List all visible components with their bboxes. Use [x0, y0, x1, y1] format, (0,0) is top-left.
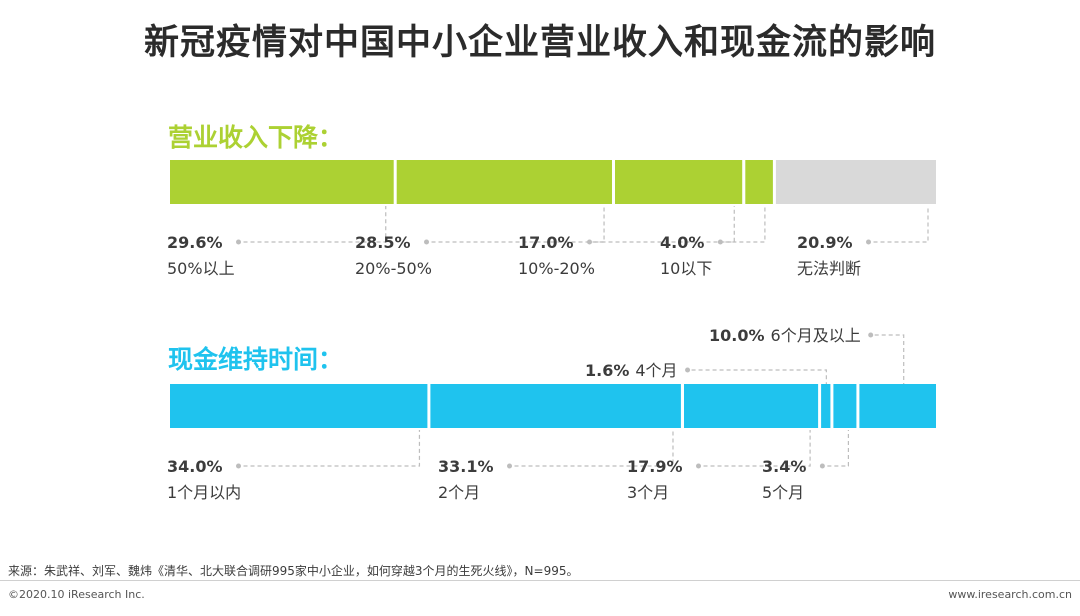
- bar-segment-2-5: [833, 384, 857, 428]
- leader-dot-2-5: [819, 463, 825, 469]
- website-text: www.iresearch.com.cn: [948, 588, 1072, 601]
- leader-dot-1-5: [866, 239, 872, 245]
- source-note: 来源：朱武祥、刘军、魏炜《清华、北大联合调研995家中小企业，如何穿越3个月的生…: [8, 564, 579, 578]
- value-label-2-2: 33.1%: [438, 457, 494, 476]
- category-label-1-4: 10以下: [660, 259, 712, 278]
- category-label-1-5: 无法判断: [797, 259, 861, 278]
- leader-dot-2-4: [685, 367, 691, 373]
- category-label-1-3: 10%-20%: [518, 259, 595, 278]
- bar-segment-2-1: [170, 384, 428, 428]
- category-label-2-5: 5个月: [762, 483, 804, 502]
- category-label-2-3: 3个月: [627, 483, 669, 502]
- footer-divider: [0, 580, 1080, 581]
- bar-segment-2-4: [821, 384, 831, 428]
- section-title-1: 营业收入下降：: [168, 123, 343, 152]
- bar-segment-2-6: [859, 384, 936, 428]
- leader-dot-2-2: [507, 463, 513, 469]
- leader-line-1-5: [873, 206, 929, 243]
- value-label-1-3: 17.0%: [518, 233, 574, 252]
- value-label-1-2: 28.5%: [355, 233, 411, 252]
- leader-dot-1-1: [236, 239, 242, 245]
- leader-dot-2-3: [696, 463, 702, 469]
- section-title-2: 现金维持时间：: [168, 345, 343, 374]
- value-label-2-3: 17.9%: [627, 457, 683, 476]
- category-label-1-1: 50%以上: [167, 259, 235, 278]
- leader-line-2-5: [827, 430, 849, 467]
- category-label-2-6: 6个月及以上: [771, 326, 861, 345]
- value-label-2-6: 10.0%: [709, 326, 765, 345]
- leader-dot-2-1: [236, 463, 242, 469]
- stacked-bar-chart: 营业收入下降： 29.6% 50%以上 28.5% 20%-50% 17.0% 10%-20…: [167, 123, 936, 502]
- leader-line-2-2: [514, 430, 674, 467]
- bar-segment-1-2: [396, 160, 612, 204]
- value-label-1-5: 20.9%: [797, 233, 853, 252]
- leader-line-1-2: [431, 206, 605, 243]
- value-label-2-1: 34.0%: [167, 457, 223, 476]
- category-label-2-1: 1个月以内: [167, 483, 241, 502]
- category-label-2-4: 4个月: [635, 361, 677, 380]
- leader-line-2-1: [243, 430, 421, 467]
- leader-dot-1-2: [424, 239, 430, 245]
- leader-line-2-6: [874, 334, 905, 384]
- bar-segment-1-3: [615, 160, 743, 204]
- leader-dot-1-3: [587, 239, 593, 245]
- value-label-1-4: 4.0%: [660, 233, 704, 252]
- leader-line-1-1: [243, 206, 387, 243]
- bar-segment-2-3: [684, 384, 819, 428]
- leader-line-1-3: [594, 206, 735, 243]
- leader-dot-1-4: [717, 239, 723, 245]
- leader-line-2-3: [703, 430, 811, 467]
- category-label-2-2: 2个月: [438, 483, 480, 502]
- value-label-2-5: 3.4%: [762, 457, 806, 476]
- page-title: 新冠疫情对中国中小企业营业收入和现金流的影响: [143, 23, 936, 63]
- category-label-1-2: 20%-50%: [355, 259, 432, 278]
- value-label-2-4: 1.6%: [585, 361, 629, 380]
- bar-segment-1-1: [170, 160, 394, 204]
- value-label-1-1: 29.6%: [167, 233, 223, 252]
- leader-dot-2-6: [868, 332, 874, 338]
- bar-segment-1-5: [775, 160, 936, 204]
- bar-segment-2-2: [430, 384, 681, 428]
- leader-line-1-4: [725, 206, 766, 243]
- copyright-text: ©2020.10 iResearch Inc.: [8, 588, 145, 601]
- bar-segment-1-4: [745, 160, 773, 204]
- leader-line-2-4: [691, 369, 827, 384]
